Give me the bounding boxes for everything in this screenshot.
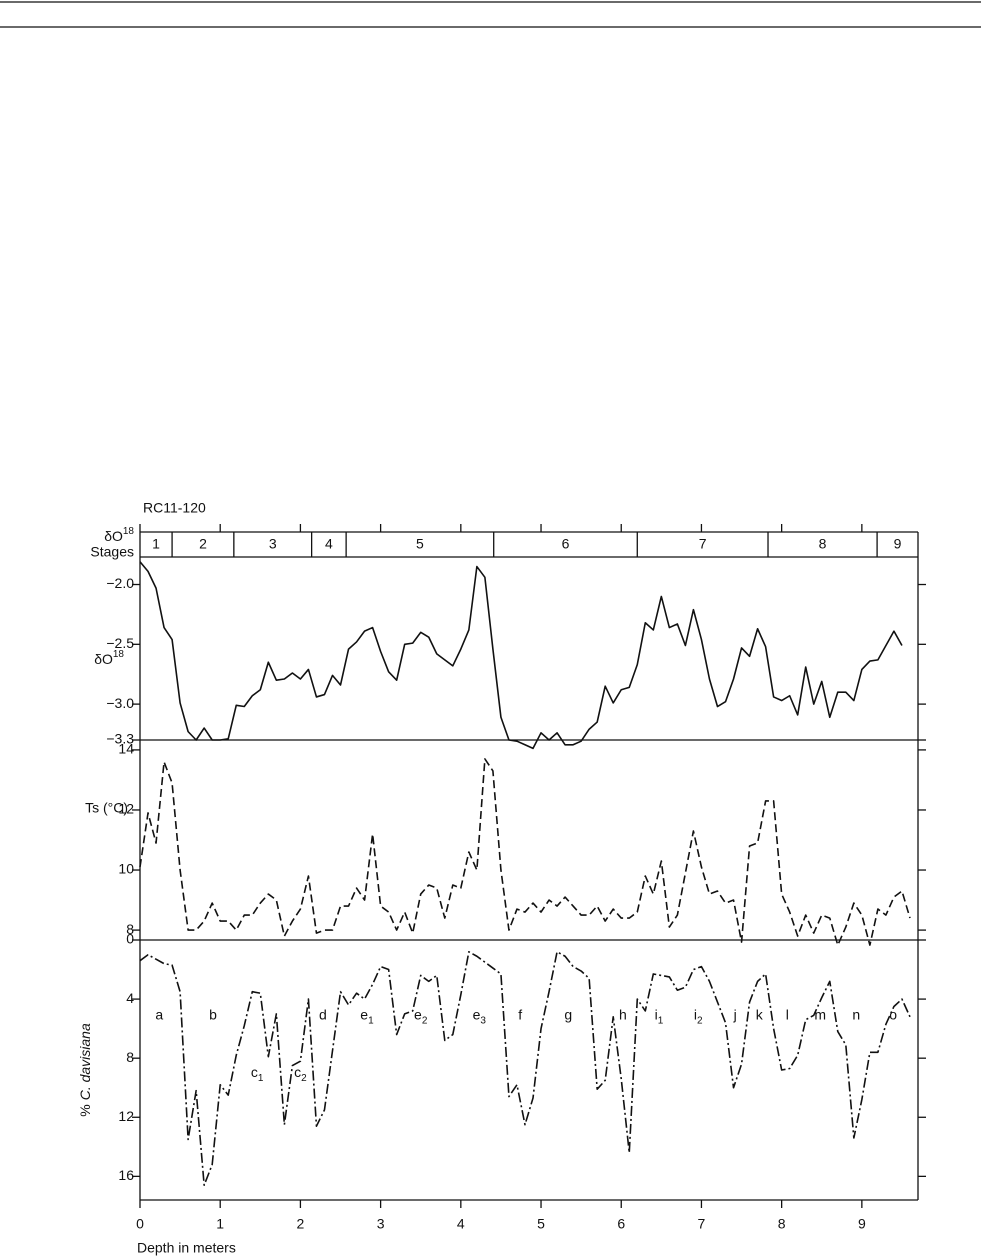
x-axis-label: Depth in meters <box>137 1240 236 1256</box>
annotation: g <box>564 1006 572 1022</box>
annotation: n <box>852 1006 860 1022</box>
annotation: e1 <box>360 1006 374 1026</box>
annotation: i2 <box>694 1006 703 1026</box>
x-tick-label: 8 <box>778 1216 786 1232</box>
x-tick-label: 7 <box>698 1216 706 1232</box>
y-tick-label: 8 <box>126 1049 134 1065</box>
annotation-text: l <box>786 1006 789 1022</box>
annotation: a <box>155 1006 163 1022</box>
stage-heading-line2: Stages <box>90 544 134 560</box>
annotation: f <box>518 1006 522 1022</box>
data-line <box>139 758 911 946</box>
annotation-text: c <box>251 1064 258 1080</box>
annotation-text: i <box>655 1006 658 1022</box>
y-tick-label: 12 <box>118 801 134 817</box>
annotation-text: e <box>414 1006 422 1022</box>
annotation-text: b <box>209 1006 217 1022</box>
annotation-text: e <box>473 1006 481 1022</box>
annotation-sub: 1 <box>658 1015 664 1026</box>
annotation: e2 <box>414 1006 428 1026</box>
annotation-text: n <box>852 1006 860 1022</box>
x-tick-label: 6 <box>617 1216 625 1232</box>
annotation: o <box>889 1006 897 1022</box>
y-tick-label: −3.3 <box>106 731 134 747</box>
y-axis-label-text: δO <box>94 651 113 667</box>
x-tick-label: 5 <box>537 1216 545 1232</box>
stage-label: 9 <box>894 536 902 552</box>
x-tick-label: 0 <box>136 1216 144 1232</box>
annotation: b <box>209 1006 217 1022</box>
y-axis-label-species: C. davisiana <box>77 1023 93 1100</box>
y-tick-label: 8 <box>126 921 134 937</box>
annotation-text: m <box>814 1006 826 1022</box>
annotation-sub: 3 <box>480 1015 486 1026</box>
stage-label: 3 <box>269 536 277 552</box>
annotation-text: j <box>733 1006 737 1022</box>
stage-label: 5 <box>416 536 424 552</box>
stage-label: 2 <box>199 536 207 552</box>
y-axis-label: Ts (°C) <box>85 800 128 816</box>
stage-heading-text: δO <box>104 528 123 544</box>
annotation-text: e <box>360 1006 368 1022</box>
y-axis-label-prefix: % <box>77 1104 93 1116</box>
y-axis-label: δO18 <box>94 649 124 667</box>
annotation-text: g <box>564 1006 572 1022</box>
y-tick-label: 12 <box>118 1108 134 1124</box>
y-tick-label: −2.0 <box>106 575 134 591</box>
stage-heading: δO18 <box>104 526 134 544</box>
y-tick-label: 4 <box>126 990 134 1006</box>
annotation: m <box>814 1006 826 1022</box>
y-tick-label: 16 <box>118 1167 134 1183</box>
chart-title: RC11-120 <box>143 500 206 516</box>
annotation-sub: 2 <box>422 1015 428 1026</box>
y-tick-label: −3.0 <box>106 695 134 711</box>
stage-label: 4 <box>325 536 333 552</box>
y-tick-label: −2.5 <box>106 635 134 651</box>
annotation: k <box>756 1006 764 1022</box>
annotation-text: c <box>294 1064 301 1080</box>
annotation: e3 <box>473 1006 487 1026</box>
annotation-text: f <box>518 1006 522 1022</box>
annotation-text: h <box>619 1006 627 1022</box>
y-tick-label: 0 <box>126 931 134 947</box>
data-line <box>139 951 911 1187</box>
annotation: i1 <box>655 1006 664 1026</box>
stage-label: 7 <box>699 536 707 552</box>
stage-label: 8 <box>819 536 827 552</box>
annotation-text: k <box>756 1006 764 1022</box>
y-axis-label: % C. davisiana <box>77 1023 93 1117</box>
annotation-text: i <box>694 1006 697 1022</box>
annotation: h <box>619 1006 627 1022</box>
data-line <box>139 561 903 750</box>
y-tick-label: 10 <box>118 861 134 877</box>
x-tick-label: 4 <box>457 1216 465 1232</box>
x-tick-label: 1 <box>216 1216 224 1232</box>
annotation: c1 <box>251 1064 264 1084</box>
stage-label: 6 <box>562 536 570 552</box>
annotation-sub: 1 <box>258 1073 264 1084</box>
annotation-text: d <box>319 1006 327 1022</box>
annotation: l <box>786 1006 789 1022</box>
y-tick-label: 14 <box>118 741 134 757</box>
x-tick-label: 9 <box>858 1216 866 1232</box>
x-tick-label: 2 <box>297 1216 305 1232</box>
x-tick-label: 3 <box>377 1216 385 1232</box>
y-axis-label-sup: 18 <box>113 649 125 660</box>
layout-frame <box>0 1 981 1201</box>
annotation-sub: 2 <box>697 1015 703 1026</box>
annotation-sub: 2 <box>301 1073 307 1084</box>
annotation-sub: 1 <box>368 1015 374 1026</box>
annotation: j <box>733 1006 737 1022</box>
annotation-text: a <box>155 1006 163 1022</box>
annotation: c2 <box>294 1064 307 1084</box>
annotation-text: o <box>889 1006 897 1022</box>
annotation: d <box>319 1006 327 1022</box>
stage-label: 1 <box>152 536 160 552</box>
stage-heading-sup: 18 <box>123 526 135 537</box>
